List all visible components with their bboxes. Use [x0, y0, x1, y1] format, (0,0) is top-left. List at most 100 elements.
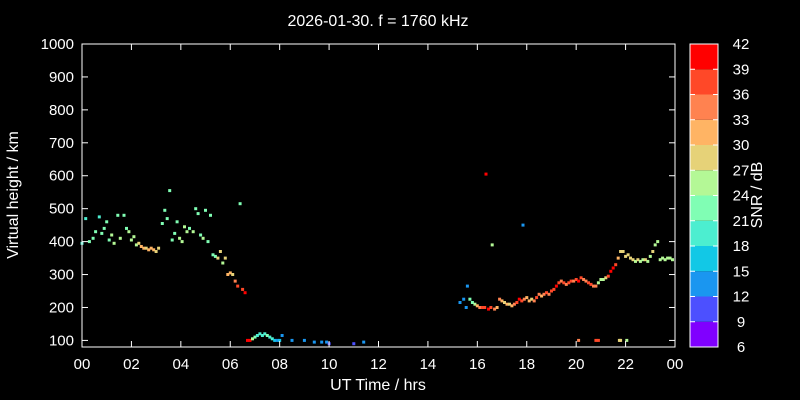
data-points — [80, 172, 674, 346]
data-point — [606, 274, 610, 278]
colorbar-segment — [690, 220, 718, 246]
data-point — [631, 258, 635, 262]
data-point — [490, 243, 494, 247]
data-point — [621, 250, 625, 253]
data-point — [218, 250, 222, 253]
colorbar-segment — [690, 170, 718, 196]
data-point — [619, 338, 623, 342]
data-point — [226, 273, 230, 276]
data-point — [238, 202, 242, 206]
data-point — [175, 220, 179, 224]
data-point — [478, 306, 482, 309]
data-point — [260, 334, 264, 337]
data-point — [110, 233, 114, 237]
data-point — [273, 338, 277, 342]
chart-title: 2026-01-30. f = 1760 kHz — [287, 13, 468, 30]
data-point — [233, 279, 237, 283]
data-point — [209, 213, 212, 217]
data-point — [168, 189, 172, 193]
data-point — [102, 226, 106, 230]
data-point — [592, 284, 595, 288]
data-point — [520, 299, 524, 303]
data-point — [545, 291, 548, 295]
y-tick-label: 200 — [49, 299, 74, 316]
data-point — [535, 296, 539, 300]
data-point — [564, 282, 568, 286]
data-point — [180, 240, 184, 244]
data-point — [278, 338, 282, 342]
colorbar-label: SNR / dB — [749, 162, 766, 229]
colorbar-segment — [690, 246, 718, 272]
data-point — [653, 243, 657, 247]
data-point — [204, 208, 207, 212]
data-point — [253, 335, 257, 339]
y-tick-label: 500 — [49, 201, 74, 218]
data-point — [629, 256, 632, 260]
data-point — [248, 338, 252, 342]
data-point — [107, 238, 111, 242]
data-point — [325, 340, 329, 344]
data-point — [625, 338, 629, 342]
data-point — [160, 222, 164, 225]
data-point — [646, 259, 650, 263]
data-point — [577, 338, 581, 342]
colorbar-tick-label: 6 — [737, 339, 745, 356]
data-point — [275, 338, 279, 342]
data-point — [604, 276, 608, 280]
data-point — [596, 338, 600, 342]
data-point — [201, 236, 205, 240]
data-point — [552, 287, 556, 291]
data-point — [614, 263, 618, 267]
data-point — [626, 253, 630, 257]
data-point — [594, 338, 598, 342]
data-point — [634, 259, 637, 263]
data-point — [574, 278, 578, 281]
data-point — [554, 284, 558, 288]
colorbar-tick-label: 18 — [733, 238, 750, 255]
data-point — [601, 278, 605, 281]
colorbar-tick-label: 30 — [733, 137, 750, 154]
data-point — [668, 256, 672, 260]
data-point — [498, 297, 502, 301]
data-point — [142, 246, 146, 250]
data-point — [470, 301, 474, 304]
data-point — [517, 297, 521, 301]
data-point — [290, 338, 294, 342]
data-point — [178, 236, 182, 240]
x-tick-label: 20 — [568, 356, 585, 373]
x-tick-label: 22 — [617, 356, 634, 373]
data-point — [611, 266, 615, 270]
data-point — [540, 294, 544, 298]
data-point — [500, 299, 504, 303]
data-point — [100, 231, 104, 235]
x-tick-label: 00 — [74, 356, 91, 373]
data-point — [542, 292, 546, 296]
data-point — [147, 248, 151, 252]
data-point — [515, 301, 519, 304]
data-point — [165, 217, 169, 221]
data-point — [191, 230, 195, 234]
data-point — [312, 340, 316, 344]
data-point — [194, 207, 198, 211]
data-point — [484, 172, 488, 176]
data-point — [127, 230, 131, 234]
data-point — [562, 281, 566, 285]
colorbar-tick-label: 39 — [733, 61, 750, 78]
colorbar-segment — [690, 44, 718, 70]
data-point — [223, 256, 227, 260]
data-point — [258, 332, 262, 336]
data-point — [129, 238, 133, 242]
data-point — [527, 299, 531, 303]
data-point — [241, 287, 245, 291]
y-axis-label: Virtual height / km — [5, 131, 22, 259]
data-point — [582, 278, 586, 281]
data-point — [231, 273, 235, 276]
colorbar-tick-label: 15 — [733, 263, 750, 280]
data-point — [619, 250, 623, 253]
colorbar-segment — [690, 119, 718, 145]
colorbar-tick-label: 33 — [733, 112, 750, 129]
colorbar-tick-label: 42 — [733, 36, 750, 53]
data-point — [489, 306, 493, 309]
data-point — [487, 307, 490, 311]
x-tick-label: 08 — [271, 356, 288, 373]
